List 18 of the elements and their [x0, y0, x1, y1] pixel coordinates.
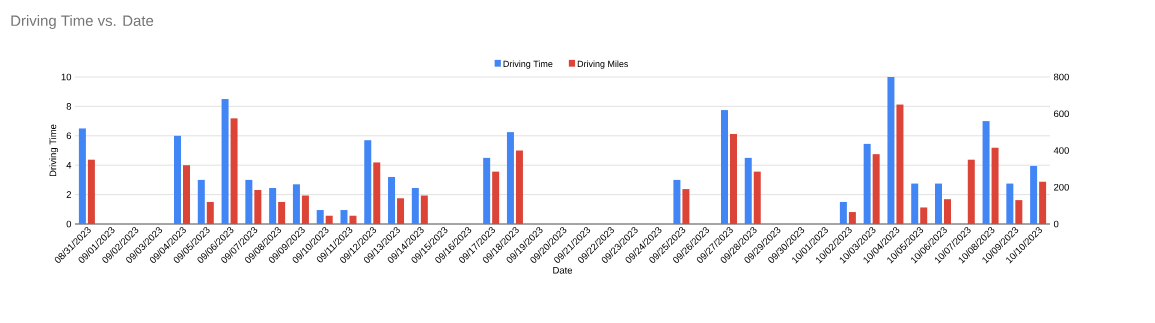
legend-label: Driving Time: [503, 60, 553, 69]
y-tick-label: 0: [66, 220, 72, 228]
bar: [911, 183, 919, 224]
x-axis-title: Date: [553, 267, 573, 274]
y-axis-title: Driving Time: [49, 124, 59, 177]
y-tick-label: 4: [66, 161, 72, 169]
chart-title: Driving Time vs. Date: [11, 15, 154, 29]
y2-tick-label: 200: [1054, 183, 1069, 191]
y2-tick-label: 400: [1053, 147, 1069, 154]
y-tick-label: 2: [66, 191, 72, 198]
bar: [967, 159, 975, 224]
legend-label: Driving Miles: [577, 60, 629, 69]
y-tick-label: 10: [61, 73, 72, 81]
y2-tick-label: 600: [1054, 110, 1069, 118]
y-tick-label: 8: [66, 103, 72, 110]
y-tick-label: 6: [66, 132, 72, 140]
y2-tick-label: 0: [1053, 220, 1059, 228]
y2-tick-label: 800: [1053, 73, 1069, 81]
